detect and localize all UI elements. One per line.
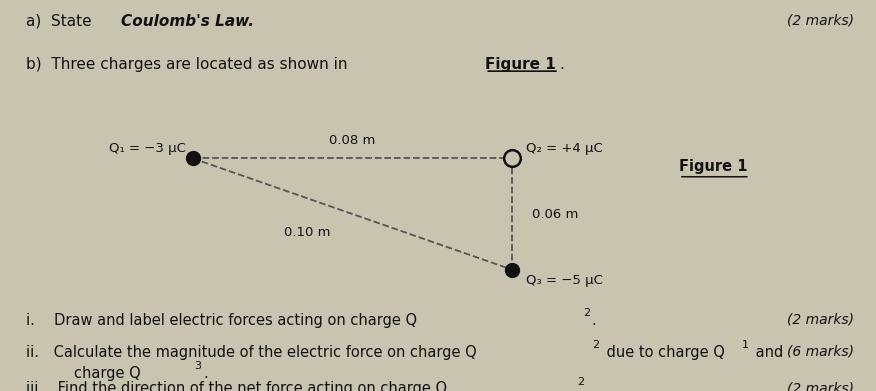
Text: .: .: [586, 381, 590, 391]
Text: ii. Calculate the magnitude of the electric force on charge Q: ii. Calculate the magnitude of the elect…: [26, 345, 477, 360]
Text: and: and: [751, 345, 783, 360]
Text: (2 marks): (2 marks): [788, 14, 854, 28]
Text: Figure 1: Figure 1: [485, 57, 556, 72]
Text: .: .: [591, 313, 596, 328]
Text: Figure 1: Figure 1: [679, 159, 747, 174]
Text: 1: 1: [742, 340, 749, 350]
Text: Q₁ = −3 μC: Q₁ = −3 μC: [109, 142, 186, 155]
Text: Q₃ = −5 μC: Q₃ = −5 μC: [526, 274, 603, 287]
Text: 0.10 m: 0.10 m: [284, 226, 330, 239]
Text: .: .: [203, 366, 208, 380]
Text: Coulomb's Law.: Coulomb's Law.: [121, 14, 254, 29]
Text: due to charge Q: due to charge Q: [602, 345, 724, 360]
Text: 2: 2: [592, 340, 599, 350]
Text: Q₂ = +4 μC: Q₂ = +4 μC: [526, 142, 603, 155]
Text: iii. Find the direction of the net force acting on charge Q: iii. Find the direction of the net force…: [26, 381, 448, 391]
Text: 3: 3: [194, 361, 201, 371]
Text: 2: 2: [577, 377, 584, 387]
Text: i.  Draw and label electric forces acting on charge Q: i. Draw and label electric forces acting…: [26, 313, 417, 328]
Text: (2 marks): (2 marks): [788, 313, 854, 327]
Text: 0.08 m: 0.08 m: [329, 134, 376, 147]
Text: 0.06 m: 0.06 m: [532, 208, 578, 221]
Text: 2: 2: [583, 308, 590, 318]
Text: a)  State: a) State: [26, 14, 96, 29]
Text: (6 marks): (6 marks): [788, 345, 854, 359]
Text: (2 marks): (2 marks): [788, 381, 854, 391]
Text: charge Q: charge Q: [74, 366, 141, 380]
Text: b)  Three charges are located as shown in: b) Three charges are located as shown in: [26, 57, 353, 72]
Text: .: .: [559, 57, 564, 72]
